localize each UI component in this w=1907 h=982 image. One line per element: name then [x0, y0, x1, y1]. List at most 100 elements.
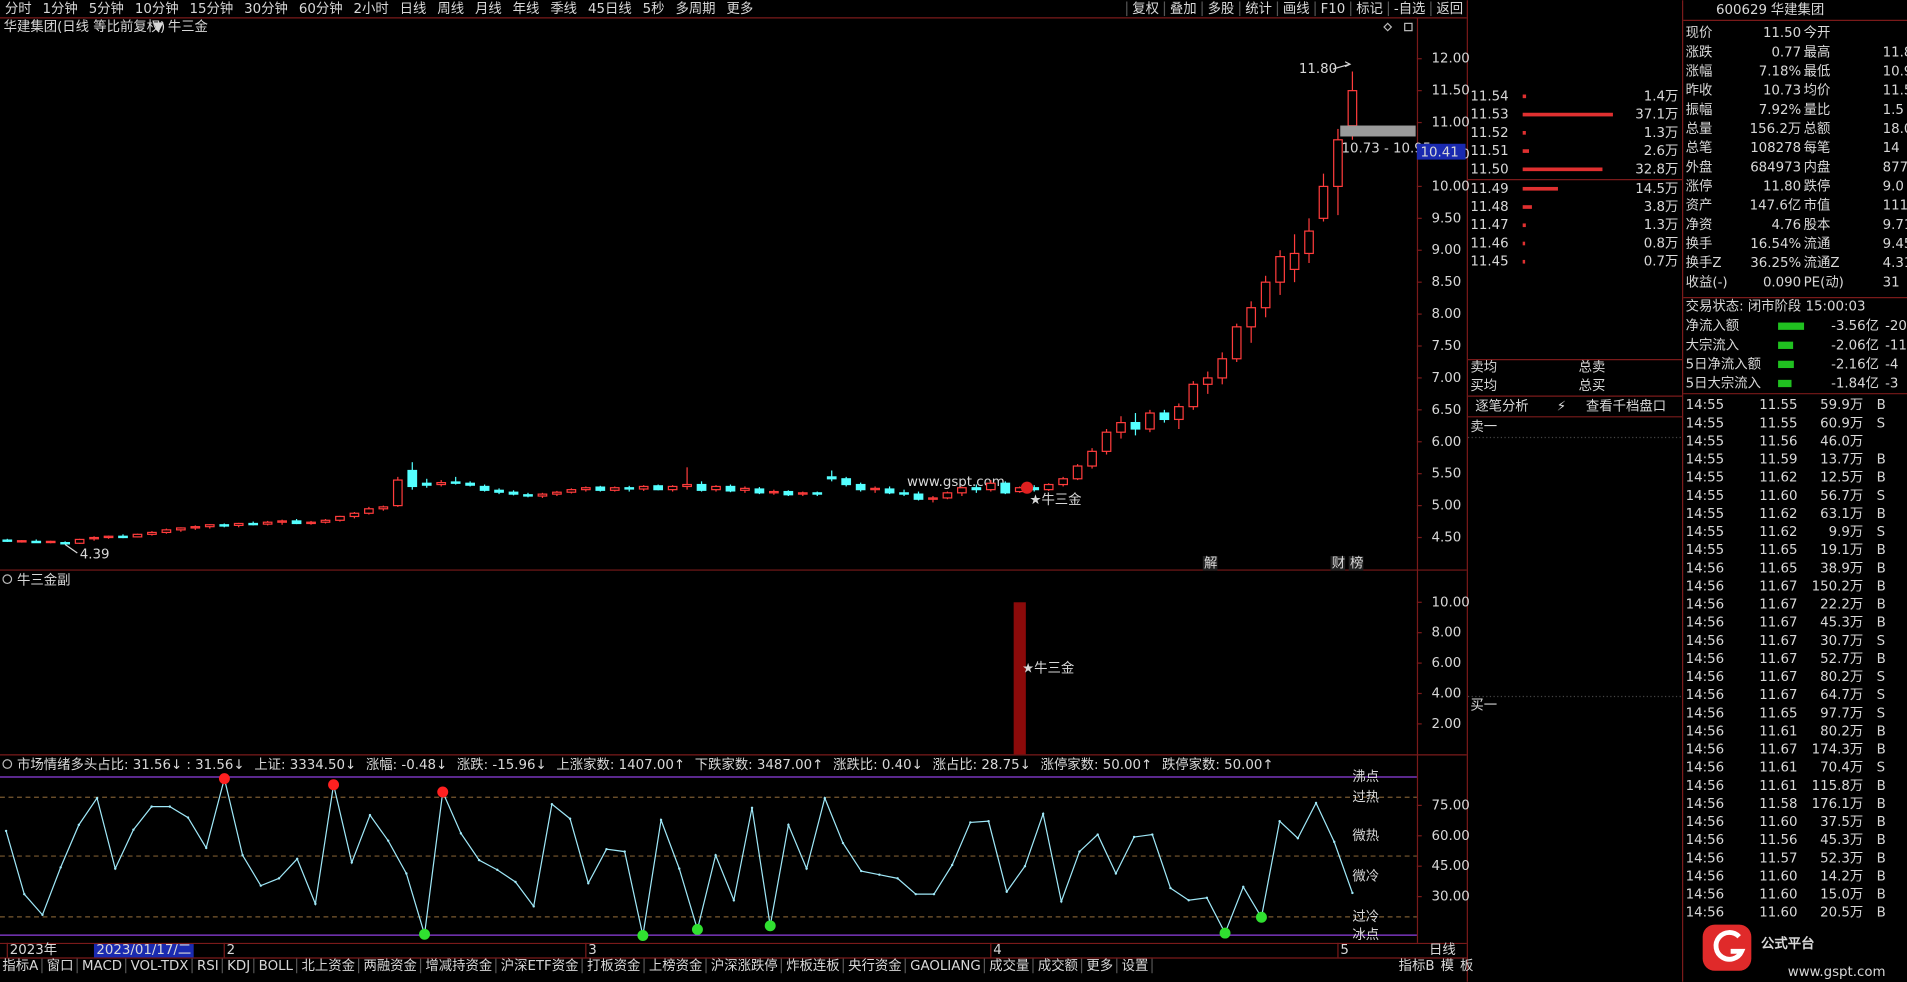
depth-link[interactable]: 查看千档盘口	[1586, 397, 1666, 414]
toolbar-tab[interactable]: 打板资金	[587, 957, 640, 974]
menu-tab[interactable]: 15分钟	[190, 0, 234, 17]
toolbar-tab[interactable]: 增减持资金	[425, 958, 492, 974]
menu-button[interactable]: 复权	[1132, 0, 1159, 17]
toolbar-tab[interactable]: 央行资金	[848, 958, 901, 974]
toolbar-tab[interactable]: 板	[1460, 958, 1473, 974]
menu-button[interactable]: 多股	[1208, 0, 1235, 17]
menu-tab[interactable]: 周线	[437, 1, 464, 17]
trade-price: 11.65	[1759, 543, 1797, 558]
sentiment-point	[1078, 850, 1081, 853]
quote-value: 7.92%	[1759, 103, 1801, 118]
menu-tab[interactable]: 30分钟	[244, 0, 288, 17]
toolbar-tab[interactable]: 指标B	[1399, 958, 1435, 974]
menu-button[interactable]: 画线	[1283, 1, 1310, 17]
period-label[interactable]: 日线	[1429, 942, 1456, 958]
analysis-link[interactable]: 逐笔分析	[1475, 398, 1528, 414]
quote-label: 总笔	[1686, 140, 1713, 156]
event-mark[interactable]: 榜	[1350, 554, 1363, 571]
toolbar-tab[interactable]: 上榜资金	[649, 957, 702, 974]
sentiment-point	[114, 867, 117, 870]
book-bar	[1522, 186, 1558, 191]
sentiment-stat: 多头占比: 31.56↓ : 31.56↓	[71, 756, 245, 773]
menu-tab[interactable]: 月线	[475, 1, 502, 17]
menu-button[interactable]: 返回	[1436, 1, 1463, 17]
trade-side: S	[1877, 761, 1885, 776]
candle-body	[985, 482, 996, 491]
toolbar-tab[interactable]: 更多	[1086, 957, 1113, 974]
candle-body	[566, 489, 577, 493]
toolbar-tab[interactable]: 沪深ETF资金	[501, 958, 579, 974]
trade-price: 11.67	[1759, 743, 1797, 758]
toolbar-tab[interactable]: 窗口	[47, 957, 74, 974]
candle-body	[754, 488, 765, 494]
toolbar-tab[interactable]: BOLL	[259, 959, 294, 974]
menu-tab[interactable]: 5秒	[643, 1, 665, 17]
trade-time: 14:56	[1686, 598, 1725, 613]
candle-body	[147, 531, 157, 535]
cold-dot	[764, 920, 776, 932]
menu-tab[interactable]: 季线	[550, 1, 577, 17]
quote-value: 111.7	[1883, 199, 1907, 214]
toolbar-tab[interactable]: 设置	[1122, 958, 1149, 974]
level-label: 过冷	[1352, 909, 1379, 925]
trade-time: 14:56	[1686, 851, 1725, 866]
sentiment-point	[459, 832, 463, 835]
indicator-name[interactable]: 牛三金	[168, 19, 208, 35]
menu-tab[interactable]: 60分钟	[299, 0, 343, 17]
menu-tab[interactable]: 5分钟	[89, 0, 124, 17]
toolbar-tab[interactable]: 北上资金	[302, 958, 355, 974]
y-tick-label: 6.50	[1431, 403, 1461, 418]
trade-volume: 56.7万	[1820, 489, 1863, 504]
toolbar-tab[interactable]: 两融资金	[363, 958, 416, 974]
toolbar-tab[interactable]: RSI	[197, 959, 219, 974]
candle-body	[826, 476, 837, 480]
trade-volume: 97.7万	[1820, 706, 1863, 721]
sentiment-point	[1242, 885, 1245, 889]
quote-value: 0.77	[1771, 45, 1801, 60]
candle-body	[638, 485, 649, 490]
book-volume: 0.7万	[1644, 255, 1679, 270]
toolbar-tab[interactable]: 炸板连板	[786, 958, 839, 974]
high-arrow	[1332, 61, 1352, 70]
candle-body	[870, 487, 880, 491]
menu-tab[interactable]: 10分钟	[135, 0, 179, 17]
candle-body	[928, 497, 938, 500]
toolbar-tab[interactable]: 成交量	[989, 957, 1029, 974]
menu-button[interactable]: 标记	[1356, 1, 1383, 17]
range-box	[1340, 125, 1416, 137]
toolbar-tab[interactable]: MACD	[82, 959, 122, 974]
menu-tab[interactable]: 分时	[5, 1, 32, 17]
trade-volume: 60.9万	[1820, 416, 1863, 431]
menu-tab[interactable]: 更多	[726, 0, 753, 17]
toolbar-tab[interactable]: 指标A	[2, 958, 39, 974]
menu-tab[interactable]: 45日线	[588, 1, 632, 17]
menu-tab[interactable]: 日线	[400, 1, 427, 17]
sentiment-stat: 涨停家数: 50.00↑	[1041, 756, 1153, 773]
book-price: 11.54	[1470, 89, 1508, 104]
trade-price: 11.62	[1759, 507, 1797, 522]
trade-volume: 70.4万	[1820, 761, 1863, 776]
toolbar-tab[interactable]: 沪深涨跌停	[711, 957, 778, 974]
event-mark[interactable]: 财	[1332, 555, 1345, 571]
menu-button[interactable]: 叠加	[1170, 1, 1197, 17]
menu-button[interactable]: -自选	[1394, 1, 1426, 17]
event-mark[interactable]: 解	[1204, 555, 1217, 571]
menu-button[interactable]: F10	[1321, 2, 1346, 17]
toolbar-tab[interactable]: 成交额	[1038, 957, 1078, 974]
menu-button[interactable]: 统计	[1245, 1, 1272, 17]
menu-tab[interactable]: 多周期	[675, 0, 715, 17]
toolbar-tab[interactable]: VOL-TDX	[131, 959, 189, 974]
menu-tab[interactable]: 1分钟	[43, 0, 78, 17]
quote-label: 涨跌	[1686, 44, 1713, 60]
sentiment-point	[750, 806, 754, 810]
cold-dot	[1219, 927, 1231, 939]
toolbar-tab[interactable]: GAOLIANG	[910, 959, 981, 974]
toolbar-tab[interactable]: 模	[1441, 958, 1454, 974]
menu-tab[interactable]: 2小时	[354, 1, 389, 17]
book-summary: 总卖	[1579, 360, 1606, 376]
trade-volume: 150.2万	[1812, 579, 1864, 594]
menu-tab[interactable]: 年线	[513, 1, 540, 17]
toolbar-tab[interactable]: KDJ	[227, 959, 250, 974]
candle-body	[118, 535, 128, 539]
candle-body	[609, 487, 620, 491]
